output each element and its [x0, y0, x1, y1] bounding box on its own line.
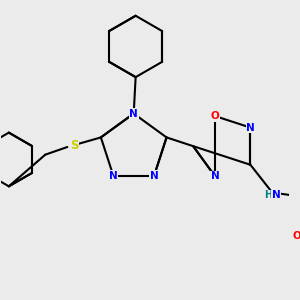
Text: O: O — [211, 111, 219, 121]
Text: H: H — [265, 190, 273, 200]
Text: N: N — [109, 171, 118, 181]
Text: N: N — [129, 109, 138, 118]
Text: N: N — [211, 171, 219, 181]
Text: S: S — [70, 139, 78, 152]
Text: N: N — [150, 171, 158, 181]
Text: N: N — [272, 190, 281, 200]
Text: N: N — [246, 123, 255, 133]
Text: O: O — [292, 231, 300, 241]
